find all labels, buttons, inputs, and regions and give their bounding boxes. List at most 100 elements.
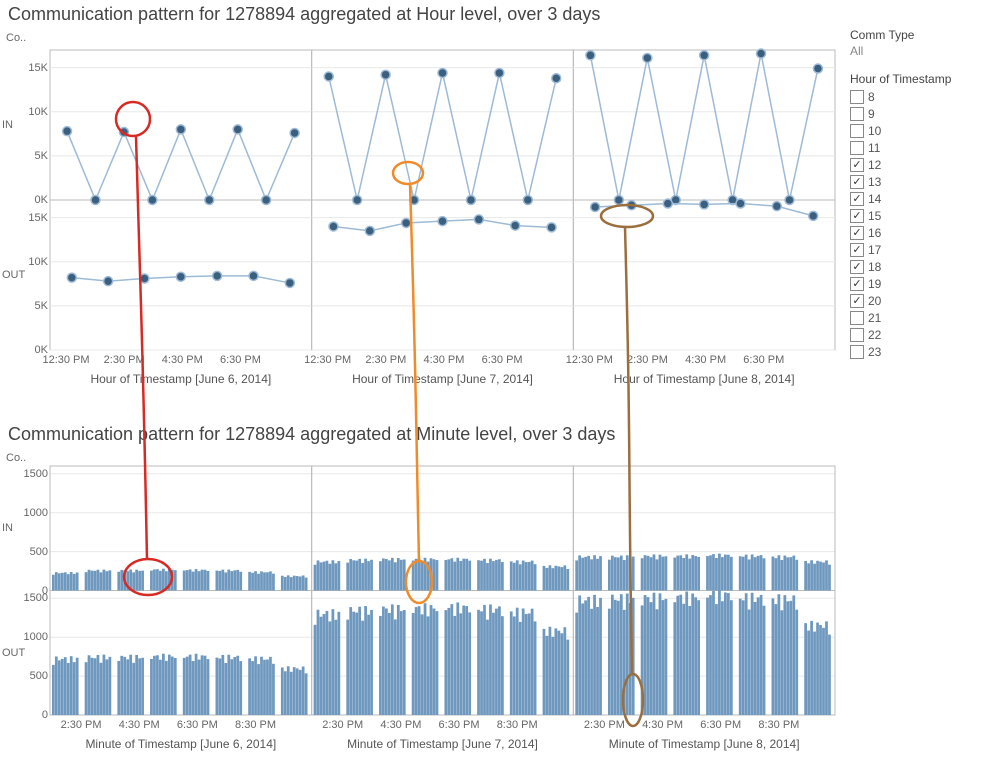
hour-filter-item-11[interactable]: 11 [850, 139, 976, 156]
x-tick: 6:30 PM [476, 354, 528, 366]
hour-filter-item-13[interactable]: 13 [850, 173, 976, 190]
y-tick: 10K [22, 106, 48, 118]
hour-filter-item-18[interactable]: 18 [850, 258, 976, 275]
x-tick: 2:30 PM [578, 719, 630, 731]
hour-filter-item-22[interactable]: 22 [850, 326, 976, 343]
hour-filter-item-16[interactable]: 16 [850, 224, 976, 241]
hour-filter-label: 16 [868, 226, 881, 240]
hour-filter-item-8[interactable]: 8 [850, 88, 976, 105]
hour-filter-label: 8 [868, 90, 875, 104]
x-tick: 4:30 PM [637, 719, 689, 731]
y-tick: 15K [22, 62, 48, 74]
hour-filter-label: 15 [868, 209, 881, 223]
hour-filter-item-10[interactable]: 10 [850, 122, 976, 139]
x-tick: 8:30 PM [230, 719, 282, 731]
hour-filter-item-12[interactable]: 12 [850, 156, 976, 173]
checkbox-icon[interactable] [850, 90, 864, 104]
x-tick: 8:30 PM [491, 719, 543, 731]
hour-filter-label: 21 [868, 311, 881, 325]
x-tick: 6:30 PM [171, 719, 223, 731]
x-tick: 2:30 PM [55, 719, 107, 731]
x-tick: 8:30 PM [753, 719, 805, 731]
hour-filter-label: 14 [868, 192, 881, 206]
hour-filter-item-9[interactable]: 9 [850, 105, 976, 122]
y-tick: 0 [16, 709, 48, 721]
hour-filter-item-17[interactable]: 17 [850, 241, 976, 258]
checkbox-icon[interactable] [850, 141, 864, 155]
hour-filter-item-15[interactable]: 15 [850, 207, 976, 224]
x-tick: 4:30 PM [418, 354, 470, 366]
y-tick: 5K [22, 300, 48, 312]
x-axis-day-label: Minute of Timestamp [June 6, 2014] [50, 737, 312, 751]
hour-filter-label: 23 [868, 345, 881, 359]
checkbox-icon[interactable] [850, 209, 864, 223]
checkbox-icon[interactable] [850, 328, 864, 342]
hour-filter-label: 10 [868, 124, 881, 138]
y-tick: 500 [16, 670, 48, 682]
commtype-filter: Comm Type All [850, 28, 976, 58]
checkbox-icon[interactable] [850, 311, 864, 325]
checkbox-icon[interactable] [850, 192, 864, 206]
checkbox-icon[interactable] [850, 124, 864, 138]
hour-filter-label: 18 [868, 260, 881, 274]
x-tick: 6:30 PM [738, 354, 790, 366]
hour-chart: Co..INOUT0K5K10K15K0K5K10K15K12:30 PM2:3… [0, 30, 840, 420]
hour-filter-label: 17 [868, 243, 881, 257]
x-tick: 6:30 PM [433, 719, 485, 731]
checkbox-icon[interactable] [850, 345, 864, 359]
checkbox-icon[interactable] [850, 175, 864, 189]
x-tick: 2:30 PM [317, 719, 369, 731]
x-tick: 12:30 PM [40, 354, 92, 366]
dashboard-root: Communication pattern for 1278894 aggreg… [0, 0, 984, 784]
y-tick: 5K [22, 150, 48, 162]
commtype-header: Comm Type [850, 28, 976, 42]
checkbox-icon[interactable] [850, 107, 864, 121]
minute-chart: Co..INOUT0500100015000500100015002:30 PM… [0, 450, 840, 780]
y-tick: 0K [22, 194, 48, 206]
sidebar: Comm Type All Hour of Timestamp 8 9 10 11 12… [850, 28, 976, 374]
x-axis-day-label: Hour of Timestamp [June 6, 2014] [50, 372, 312, 386]
top-title: Communication pattern for 1278894 aggreg… [0, 0, 608, 29]
checkbox-icon[interactable] [850, 277, 864, 291]
commtype-value: All [850, 44, 976, 58]
checkbox-icon[interactable] [850, 226, 864, 240]
x-tick: 2:30 PM [621, 354, 673, 366]
x-axis-day-label: Hour of Timestamp [June 8, 2014] [573, 372, 835, 386]
hour-filter-header: Hour of Timestamp [850, 72, 976, 86]
x-tick: 2:30 PM [98, 354, 150, 366]
x-tick: 12:30 PM [563, 354, 615, 366]
x-axis-day-label: Hour of Timestamp [June 7, 2014] [312, 372, 574, 386]
checkbox-icon[interactable] [850, 243, 864, 257]
hour-filter-label: 11 [868, 141, 880, 155]
hour-filter-label: 13 [868, 175, 881, 189]
y-tick: 1500 [16, 592, 48, 604]
x-tick: 4:30 PM [113, 719, 165, 731]
x-tick: 4:30 PM [375, 719, 427, 731]
y-tick: 1500 [16, 468, 48, 480]
checkbox-icon[interactable] [850, 158, 864, 172]
hour-filter-item-19[interactable]: 19 [850, 275, 976, 292]
y-tick: 10K [22, 256, 48, 268]
hour-filter-item-14[interactable]: 14 [850, 190, 976, 207]
y-tick: 500 [16, 546, 48, 558]
hour-filter-item-23[interactable]: 23 [850, 343, 976, 360]
y-tick: 15K [22, 212, 48, 224]
x-tick: 2:30 PM [360, 354, 412, 366]
x-tick: 4:30 PM [156, 354, 208, 366]
hour-filter-label: 19 [868, 277, 881, 291]
x-axis-day-label: Minute of Timestamp [June 7, 2014] [312, 737, 574, 751]
x-tick: 6:30 PM [695, 719, 747, 731]
x-tick: 6:30 PM [214, 354, 266, 366]
hour-filter-label: 22 [868, 328, 881, 342]
hour-filter-item-21[interactable]: 21 [850, 309, 976, 326]
hour-filter: Hour of Timestamp 8 9 10 11 12 13 14 15 16 17 18 19… [850, 72, 976, 360]
hour-filter-label: 20 [868, 294, 881, 308]
hour-filter-label: 12 [868, 158, 881, 172]
checkbox-icon[interactable] [850, 260, 864, 274]
y-tick: 1000 [16, 631, 48, 643]
checkbox-icon[interactable] [850, 294, 864, 308]
hour-filter-label: 9 [868, 107, 875, 121]
hour-filter-item-20[interactable]: 20 [850, 292, 976, 309]
x-tick: 12:30 PM [302, 354, 354, 366]
x-tick: 4:30 PM [680, 354, 732, 366]
